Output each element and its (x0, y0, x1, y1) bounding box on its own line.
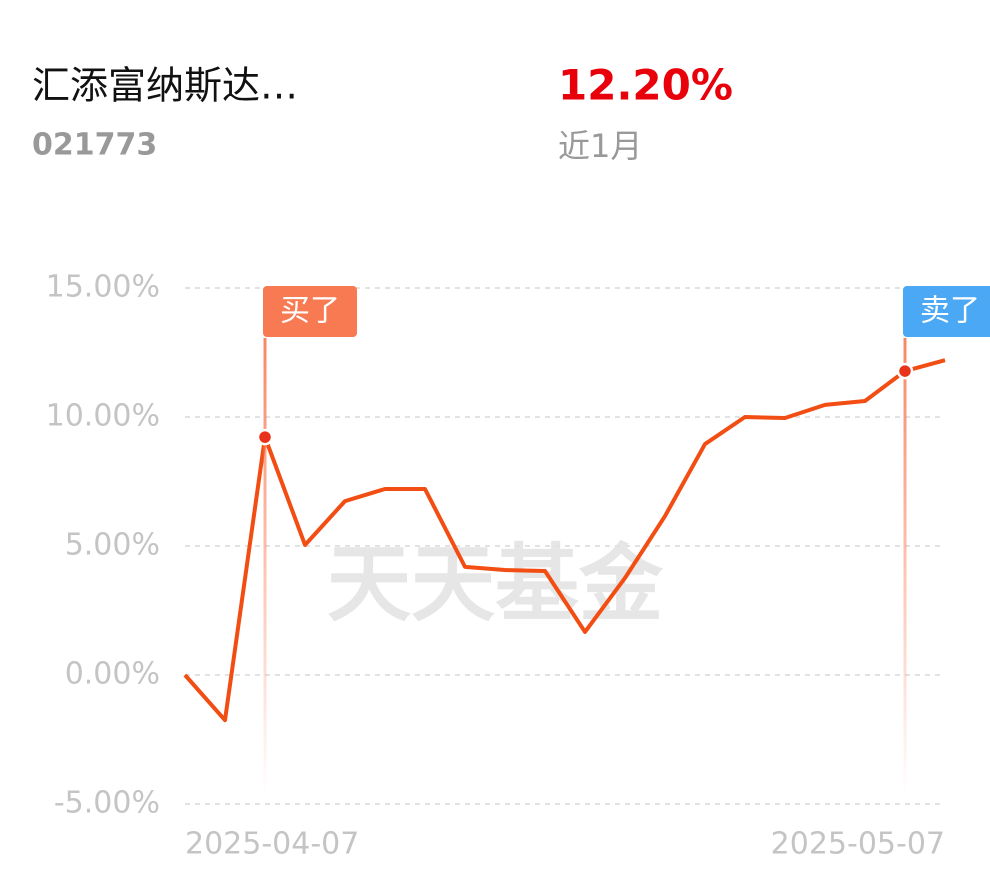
marker-point (896, 362, 914, 380)
y-tick-label: 15.00% (46, 270, 160, 305)
marker-box (903, 286, 990, 337)
fund-name: 汇添富纳斯达… (32, 64, 298, 108)
x-tick-label: 2025-04-07 (185, 827, 359, 862)
y-tick-label: 10.00% (46, 399, 160, 434)
marker-label: 卖了 (920, 294, 980, 329)
marker-point (256, 428, 274, 446)
y-tick-label: 5.00% (65, 528, 160, 563)
x-tick-label: 2025-05-07 (771, 827, 945, 862)
return-period: 近1月 (558, 127, 642, 165)
fund-code: 021773 (32, 128, 157, 163)
y-tick-label: 0.00% (65, 657, 160, 692)
y-tick-label: -5.00% (54, 786, 160, 821)
return-value: 12.20% (558, 61, 733, 110)
watermark: 天天基金 (327, 535, 664, 633)
marker-line (903, 338, 907, 796)
marker-label: 买了 (280, 294, 340, 329)
data-line (183, 358, 946, 723)
marker-line (263, 338, 267, 796)
marker-box (263, 286, 357, 337)
